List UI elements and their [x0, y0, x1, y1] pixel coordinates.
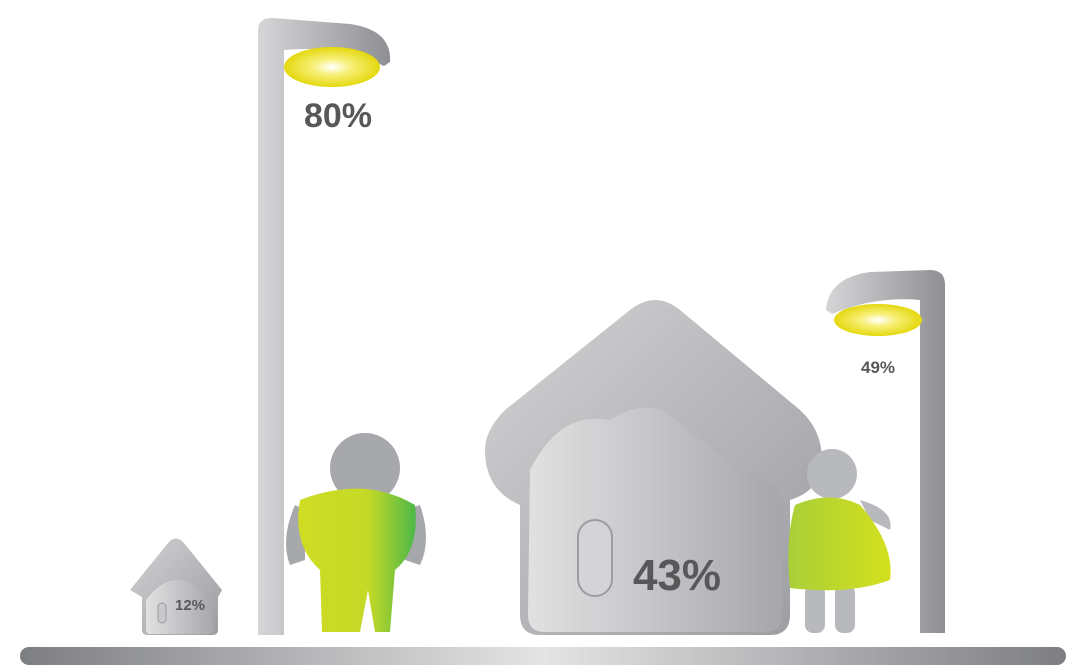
lamp-label: 80%	[304, 97, 372, 135]
lamp-label: 49%	[861, 358, 895, 377]
small-house: 12%	[130, 538, 222, 635]
house-label: 43%	[633, 551, 721, 600]
house-label: 12%	[175, 597, 205, 614]
large-house: 43%	[485, 300, 822, 635]
tall-lamp: 80%	[258, 18, 391, 635]
ground	[20, 647, 1066, 665]
person	[286, 433, 426, 632]
short-lamp: 49%	[826, 270, 945, 633]
person	[788, 449, 891, 633]
